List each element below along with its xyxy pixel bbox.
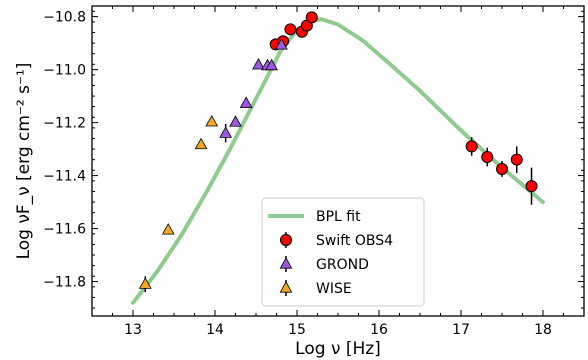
swift-obs4-point [284,23,297,36]
x-tick-label: 14 [206,322,224,338]
legend-label-wise: WISE [316,281,352,297]
legend-swatch-wise [279,281,293,293]
legend-label-bpl-fit: BPL fit [316,209,361,225]
swift-obs4-point [481,151,494,164]
legend-swatch-grond [279,257,293,269]
grond-point [229,115,242,127]
grond-point [275,38,288,50]
legend: BPL fit Swift OBS4 GROND WISE [261,197,425,307]
legend-label-swift-obs4: Swift OBS4 [316,233,393,249]
y-tick-label: −11.6 [43,222,86,238]
wise-point [205,114,219,127]
x-tick-label: 13 [124,322,142,338]
x-axis-title: Log ν [Hz] [295,339,381,359]
grond-point [252,58,265,70]
y-tick-label: −11.8 [43,275,86,291]
x-tick-label: 16 [370,322,388,338]
x-tick-label: 18 [534,322,552,338]
legend-label-grond: GROND [316,257,369,273]
x-tick-label: 15 [288,322,306,338]
wise-point [194,137,208,150]
plot-area [131,11,545,305]
swift-obs4-point [510,153,523,166]
axes: 13 14 15 16 17 18 −10.8 −11.0 −11.2 −11.4 −11.6 −11… [43,6,585,338]
x-tick-label: 17 [452,322,470,338]
wise-point [138,277,152,289]
legend-swatch-swift-obs4 [280,234,292,246]
y-tick-label: −11.4 [43,169,86,185]
swift-obs4-point [465,140,478,153]
y-tick-label: −11.2 [43,116,86,132]
swift-obs4-point [525,180,538,193]
grond-point [239,96,253,108]
grond-point [219,126,233,138]
y-axis-title: Log νF_ν [erg cm⁻² s⁻¹] [14,63,34,260]
grond-point [265,58,278,71]
swift-obs4-point [305,11,318,24]
y-tick-label: −10.8 [43,10,86,26]
y-tick-label: −11.0 [43,63,86,79]
legend-box [261,197,425,307]
wise-point [161,223,175,235]
swift-obs4-point [496,162,508,175]
